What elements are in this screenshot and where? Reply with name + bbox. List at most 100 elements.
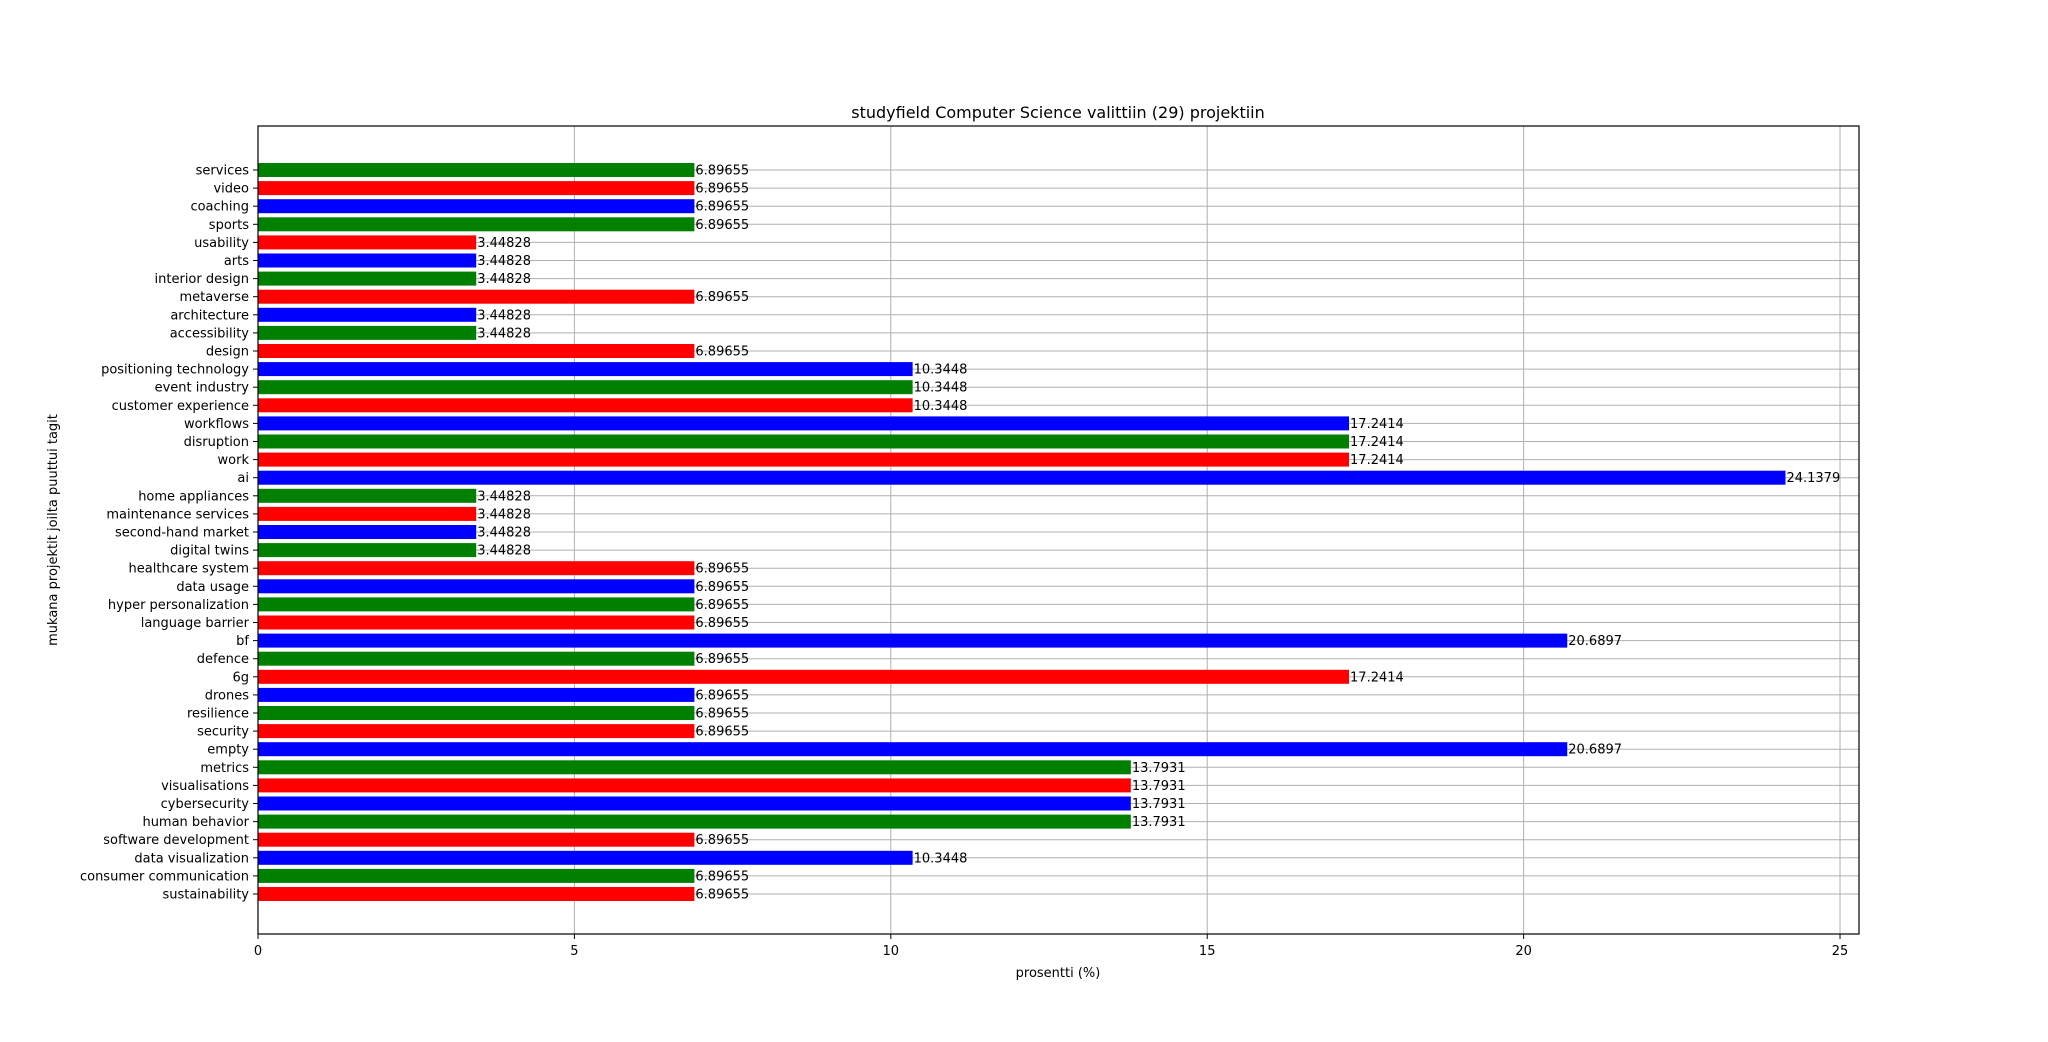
bar <box>258 253 477 268</box>
bar-value-label: 6.89655 <box>695 833 749 848</box>
value-labels: 6.89655 6.89655 6.89655 6.89655 3.44828 3.448… <box>477 164 1840 903</box>
bar <box>258 850 913 865</box>
x-tick-label: 0 <box>254 944 262 959</box>
y-tick-label: resilience <box>187 707 249 722</box>
bar <box>258 380 913 395</box>
y-tick-label: design <box>206 345 249 360</box>
bar <box>258 271 477 286</box>
chart-title: studyfield Computer Science valittiin (2… <box>851 103 1265 122</box>
x-tick-label: 25 <box>1832 944 1849 959</box>
y-tick-label: event industry <box>155 381 250 396</box>
bar <box>258 506 477 521</box>
bar-value-label: 3.44828 <box>477 236 531 251</box>
bar <box>258 325 477 340</box>
bar-value-label: 6.89655 <box>695 562 749 577</box>
bar <box>258 217 695 232</box>
y-tick-label: metrics <box>200 761 249 776</box>
y-tick-label: data visualization <box>134 851 249 866</box>
bar-value-label: 3.44828 <box>477 544 531 559</box>
bar-value-label: 17.2414 <box>1350 435 1404 450</box>
bar <box>258 307 477 322</box>
bar <box>258 651 695 666</box>
bar-value-label: 10.3448 <box>914 399 968 414</box>
y-tick-label: ai <box>237 471 249 486</box>
x-tick-label: 20 <box>1515 944 1532 959</box>
bar-value-label: 10.3448 <box>914 381 968 396</box>
bar <box>258 289 695 304</box>
bar <box>258 163 695 177</box>
bar <box>258 398 913 413</box>
bar <box>258 434 1350 449</box>
bar-value-label: 17.2414 <box>1350 453 1404 468</box>
y-tick-label: defence <box>197 652 249 667</box>
y-tick-label: digital twins <box>170 544 249 559</box>
bar <box>258 796 1131 811</box>
y-tick-label: coaching <box>190 200 249 215</box>
bar <box>258 344 695 358</box>
bar-value-label: 6.89655 <box>695 290 749 305</box>
x-axis-label: prosentti (%) <box>1016 966 1101 981</box>
bar <box>258 181 695 196</box>
bar <box>258 687 695 702</box>
y-tick-label: architecture <box>170 308 249 323</box>
y-tick-label: home appliances <box>138 489 249 504</box>
bar-value-label: 6.89655 <box>695 200 749 215</box>
bar <box>258 488 477 503</box>
y-tick-label: hyper personalization <box>108 598 249 613</box>
bar <box>258 778 1131 793</box>
bar <box>258 742 1568 757</box>
bar-value-label: 13.7931 <box>1132 815 1186 830</box>
x-tick-label: 15 <box>1199 944 1216 959</box>
y-tick-label: healthcare system <box>129 562 249 577</box>
plot-frame <box>257 125 1860 935</box>
y-tick-label: human behavior <box>142 815 249 830</box>
bar-value-label: 20.6897 <box>1568 634 1622 649</box>
bar-value-label: 10.3448 <box>914 851 968 866</box>
y-tick-label: accessibility <box>170 326 250 341</box>
y-tick-label: bf <box>236 634 249 649</box>
y-tick-label: sports <box>209 218 249 233</box>
bar <box>258 561 695 576</box>
y-tick-label: visualisations <box>161 779 249 794</box>
y-tick-label: work <box>218 453 250 468</box>
bar-value-label: 13.7931 <box>1132 797 1186 812</box>
bar-value-label: 6.89655 <box>695 688 749 703</box>
bar-value-label: 13.7931 <box>1132 761 1186 776</box>
bar <box>258 887 695 901</box>
x-axis-ticks: 0 5 10 15 20 25 <box>254 934 1848 959</box>
y-tick-label: workflows <box>184 417 249 432</box>
y-tick-label: services <box>196 164 250 179</box>
bar-value-label: 3.44828 <box>477 526 531 541</box>
bar-value-label: 3.44828 <box>477 272 531 287</box>
y-tick-label: second-hand market <box>115 526 249 541</box>
y-tick-label: language barrier <box>141 616 250 631</box>
y-tick-label: sustainability <box>162 888 249 903</box>
bar-value-label: 3.44828 <box>477 489 531 504</box>
bar-value-label: 10.3448 <box>914 363 968 378</box>
y-tick-label: video <box>213 182 249 197</box>
bar-value-label: 17.2414 <box>1350 417 1404 432</box>
bar-value-label: 24.1379 <box>1786 471 1840 486</box>
bar <box>258 452 1350 467</box>
y-tick-label: software development <box>103 833 249 848</box>
y-tick-label: security <box>197 725 249 740</box>
bar-value-label: 6.89655 <box>695 218 749 233</box>
bar <box>258 525 477 539</box>
x-tick-label: 10 <box>883 944 900 959</box>
y-tick-label: maintenance services <box>106 507 249 522</box>
bar-value-label: 6.89655 <box>695 182 749 197</box>
bar <box>258 868 695 883</box>
bar-value-label: 3.44828 <box>477 507 531 522</box>
bar-value-label: 6.89655 <box>695 598 749 613</box>
bar <box>258 199 695 214</box>
y-tick-label: data usage <box>176 580 249 595</box>
y-tick-label: usability <box>194 236 249 251</box>
bar-value-label: 6.89655 <box>695 725 749 740</box>
y-tick-label: 6g <box>232 670 249 685</box>
y-tick-label: cybersecurity <box>161 797 250 812</box>
x-tick-label: 5 <box>570 944 578 959</box>
grid <box>257 126 1859 934</box>
bar <box>258 760 1131 775</box>
